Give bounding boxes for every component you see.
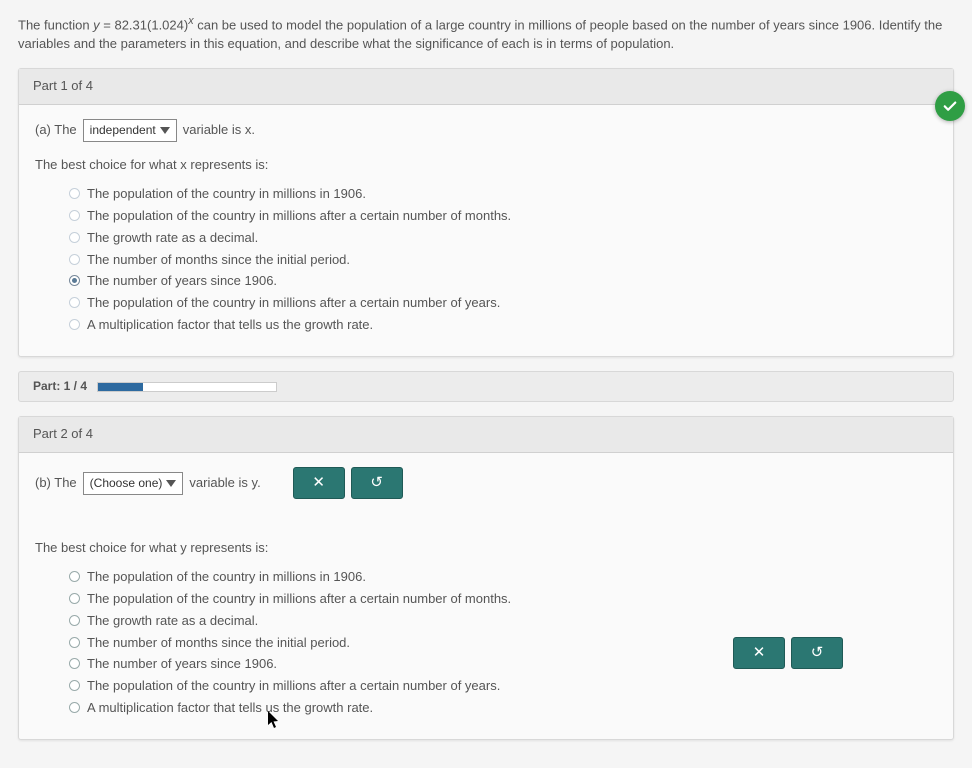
part1-dropdown-label: independent xyxy=(90,122,156,139)
part1-panel: Part 1 of 4 (a) The independent variable… xyxy=(18,68,954,357)
part2-option[interactable]: The growth rate as a decimal. xyxy=(69,612,937,631)
correct-badge xyxy=(935,91,965,121)
part1-option[interactable]: The population of the country in million… xyxy=(69,207,937,226)
part1-q-suffix-a: variable is xyxy=(183,122,245,137)
option-label: The growth rate as a decimal. xyxy=(87,229,258,248)
close-icon: ✕ xyxy=(312,472,325,494)
part2-option[interactable]: A multiplication factor that tells us th… xyxy=(69,699,937,718)
part1-dropdown[interactable]: independent xyxy=(83,119,177,142)
progress-label: Part: 1 / 4 xyxy=(33,378,87,395)
radio-icon xyxy=(69,702,80,713)
option-label: The population of the country in million… xyxy=(87,185,366,204)
radio-icon xyxy=(69,680,80,691)
option-label: The number of months since the initial p… xyxy=(87,634,350,653)
part1-subhead: The best choice for what x represents is… xyxy=(35,156,937,175)
caret-down-icon xyxy=(160,127,170,134)
part1-q-suffix-b: . xyxy=(251,122,255,137)
part1-q-prefix: (a) The xyxy=(35,121,77,140)
part2-subhead: The best choice for what y represents is… xyxy=(35,539,937,558)
radio-icon xyxy=(69,210,80,221)
radio-icon xyxy=(69,571,80,582)
part1-option[interactable]: A multiplication factor that tells us th… xyxy=(69,316,937,335)
part2-title: Part 2 of 4 xyxy=(19,417,953,453)
radio-icon xyxy=(69,188,80,199)
part1-option[interactable]: The population of the country in million… xyxy=(69,294,937,313)
option-label: The growth rate as a decimal. xyxy=(87,612,258,631)
part2-q-suffix-a: variable is xyxy=(189,475,251,490)
radio-icon xyxy=(69,637,80,648)
part1-options: The population of the country in million… xyxy=(35,185,937,335)
option-label: A multiplication factor that tells us th… xyxy=(87,316,373,335)
part2-side-buttons: ✕ ↺ xyxy=(733,637,843,669)
option-label: The number of years since 1906. xyxy=(87,272,277,291)
part1-option[interactable]: The population of the country in million… xyxy=(69,185,937,204)
radio-icon xyxy=(69,319,80,330)
part1-option[interactable]: The number of years since 1906. xyxy=(69,272,937,291)
intro-prefix: The function xyxy=(18,17,93,32)
close-button[interactable]: ✕ xyxy=(733,637,785,669)
close-icon: ✕ xyxy=(753,642,766,664)
part2-q-suffix-b: . xyxy=(257,475,261,490)
option-label: A multiplication factor that tells us th… xyxy=(87,699,373,718)
part2-option[interactable]: The population of the country in million… xyxy=(69,568,937,587)
option-label: The population of the country in million… xyxy=(87,294,500,313)
option-label: The population of the country in million… xyxy=(87,677,500,696)
progress-fill xyxy=(98,383,143,391)
radio-icon xyxy=(69,593,80,604)
option-label: The population of the country in million… xyxy=(87,590,511,609)
radio-icon xyxy=(69,615,80,626)
part2-dropdown-label: (Choose one) xyxy=(90,475,163,492)
part2-option[interactable]: The population of the country in million… xyxy=(69,590,937,609)
check-icon xyxy=(941,97,959,115)
radio-checked-icon xyxy=(69,275,80,286)
caret-down-icon xyxy=(166,480,176,487)
reset-icon: ↺ xyxy=(811,642,824,664)
progress-track xyxy=(97,382,277,392)
radio-icon xyxy=(69,254,80,265)
part2-dropdown[interactable]: (Choose one) xyxy=(83,472,184,495)
radio-icon xyxy=(69,232,80,243)
radio-icon xyxy=(69,297,80,308)
equation-body: = 82.31(1.024) xyxy=(100,17,189,32)
option-label: The population of the country in million… xyxy=(87,568,366,587)
reset-button[interactable]: ↺ xyxy=(351,467,403,499)
option-label: The number of months since the initial p… xyxy=(87,251,350,270)
part2-inline-buttons: ✕ ↺ xyxy=(293,467,403,499)
close-button[interactable]: ✕ xyxy=(293,467,345,499)
part1-title: Part 1 of 4 xyxy=(19,69,953,105)
part1-option[interactable]: The number of months since the initial p… xyxy=(69,251,937,270)
part2-panel: Part 2 of 4 (b) The (Choose one) variabl… xyxy=(18,416,954,740)
option-label: The number of years since 1906. xyxy=(87,655,277,674)
part1-option[interactable]: The growth rate as a decimal. xyxy=(69,229,937,248)
option-label: The population of the country in million… xyxy=(87,207,511,226)
part2-option[interactable]: The population of the country in million… xyxy=(69,677,937,696)
part2-q-prefix: (b) The xyxy=(35,474,77,493)
reset-icon: ↺ xyxy=(370,472,383,494)
reset-button[interactable]: ↺ xyxy=(791,637,843,669)
radio-icon xyxy=(69,658,80,669)
progress-row: Part: 1 / 4 xyxy=(18,371,954,402)
question-intro: The function y = 82.31(1.024)x can be us… xyxy=(18,14,954,54)
